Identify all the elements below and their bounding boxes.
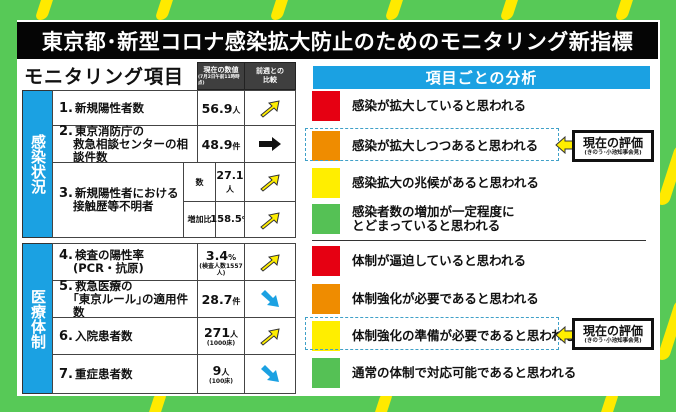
sublabel-increase-ratio: 増加比 xyxy=(183,201,216,238)
value-item-3-ratio: 158.5% xyxy=(210,201,250,238)
trend-item-3-count xyxy=(244,162,296,202)
current-eval-badge-medical: 現在の評価 (きのう･小池知事会見) xyxy=(572,318,654,350)
arrow-up-right-icon xyxy=(260,328,280,346)
table-row-item-7: 7. 重症患者数 xyxy=(52,354,198,394)
value-item-6: 271人 (1000床) xyxy=(197,317,245,355)
legend-infection-red: 感染が拡大していると思われる xyxy=(312,91,526,121)
value-item-2: 48.9件 xyxy=(197,125,245,163)
arrow-up-right-icon xyxy=(260,211,280,230)
decor-stripe xyxy=(154,0,178,20)
arrow-down-right-icon xyxy=(261,365,279,382)
current-eval-badge-infection: 現在の評価 (きのう･小池知事会見) xyxy=(572,130,654,162)
legend-medical-yellow: 体制強化の準備が必要であると思われる xyxy=(312,321,576,351)
value-item-1: 56.9人 xyxy=(197,90,245,126)
trend-item-2 xyxy=(244,125,296,163)
trend-item-7 xyxy=(244,354,296,394)
green-swatch xyxy=(312,204,340,234)
section-divider xyxy=(312,240,646,241)
legend-infection-yellow: 感染拡大の兆候があると思われる xyxy=(312,168,539,198)
trend-item-1 xyxy=(244,90,296,126)
decor-stripe xyxy=(34,0,58,20)
trend-item-4 xyxy=(244,243,296,281)
red-swatch xyxy=(312,246,340,276)
decor-stripe xyxy=(614,0,638,20)
arrow-down-right-icon xyxy=(261,290,279,307)
table-row-item-3: 3. 新規陽性者における 接触歴等不明者 xyxy=(52,162,184,238)
orange-swatch xyxy=(312,131,340,161)
orange-swatch xyxy=(312,284,340,314)
header-weekly-compare: 前週との 比較 xyxy=(244,62,296,90)
current-eval-highlight-infection xyxy=(305,128,559,161)
table-row-item-4: 4. 検査の陽性率 (PCR・抗原) xyxy=(52,243,198,281)
arrow-right-icon xyxy=(259,137,281,151)
sublabel-count: 数 xyxy=(183,162,216,202)
value-item-7: 9人 (100床) xyxy=(197,354,245,394)
trend-item-6 xyxy=(244,317,296,355)
red-swatch xyxy=(312,91,340,121)
trend-item-3-ratio xyxy=(244,201,296,238)
yellow-swatch xyxy=(312,321,340,351)
current-eval-highlight-medical xyxy=(305,317,559,350)
table-row-item-1: 1. 新規陽性者数 xyxy=(52,90,198,126)
legend-infection-orange: 感染が拡大しつつあると思われる xyxy=(312,131,538,161)
table-row-item-2: 2. 東京消防庁の 救急相談センターの相談件数 xyxy=(52,124,198,163)
value-item-3-count: 27.1人 xyxy=(215,162,245,202)
analysis-title: 項目ごとの分析 xyxy=(313,66,650,89)
table-row-item-5: 5. 救急医療の ｢東京ルール｣の適用件数 xyxy=(52,279,198,318)
decor-stripe xyxy=(499,0,523,20)
decor-stripe xyxy=(269,0,293,20)
arrow-up-right-icon xyxy=(260,254,280,272)
arrow-up-right-icon xyxy=(260,100,280,118)
green-swatch xyxy=(312,358,340,388)
value-item-5: 28.7件 xyxy=(197,280,245,318)
trend-item-5 xyxy=(244,280,296,318)
legend-medical-red: 体制が逼迫していると思われる xyxy=(312,246,526,276)
monitoring-items-title: モニタリング項目 xyxy=(24,66,185,88)
decor-stripe xyxy=(384,0,408,20)
category-infection-status: 感染状況 xyxy=(22,90,53,238)
legend-medical-orange: 体制強化が必要であると思われる xyxy=(312,284,539,314)
legend-medical-green: 通常の体制で対応可能であると思われる xyxy=(312,358,576,388)
legend-infection-green: 感染者数の増加が一定程度に とどまっていると思われる xyxy=(312,204,515,234)
yellow-swatch xyxy=(312,168,340,198)
arrow-up-right-icon xyxy=(260,174,280,192)
page-title: 東京都･新型コロナ感染拡大防止のためのモニタリング新指標 xyxy=(17,22,658,59)
header-current-value: 現在の数値 (7月2日午前11時時点) xyxy=(197,62,245,90)
value-item-4: 3.4% (検査人数1557人) xyxy=(197,243,245,281)
table-row-item-6: 6. 入院患者数 xyxy=(52,317,198,355)
category-medical-system: 医療体制 xyxy=(22,243,53,394)
